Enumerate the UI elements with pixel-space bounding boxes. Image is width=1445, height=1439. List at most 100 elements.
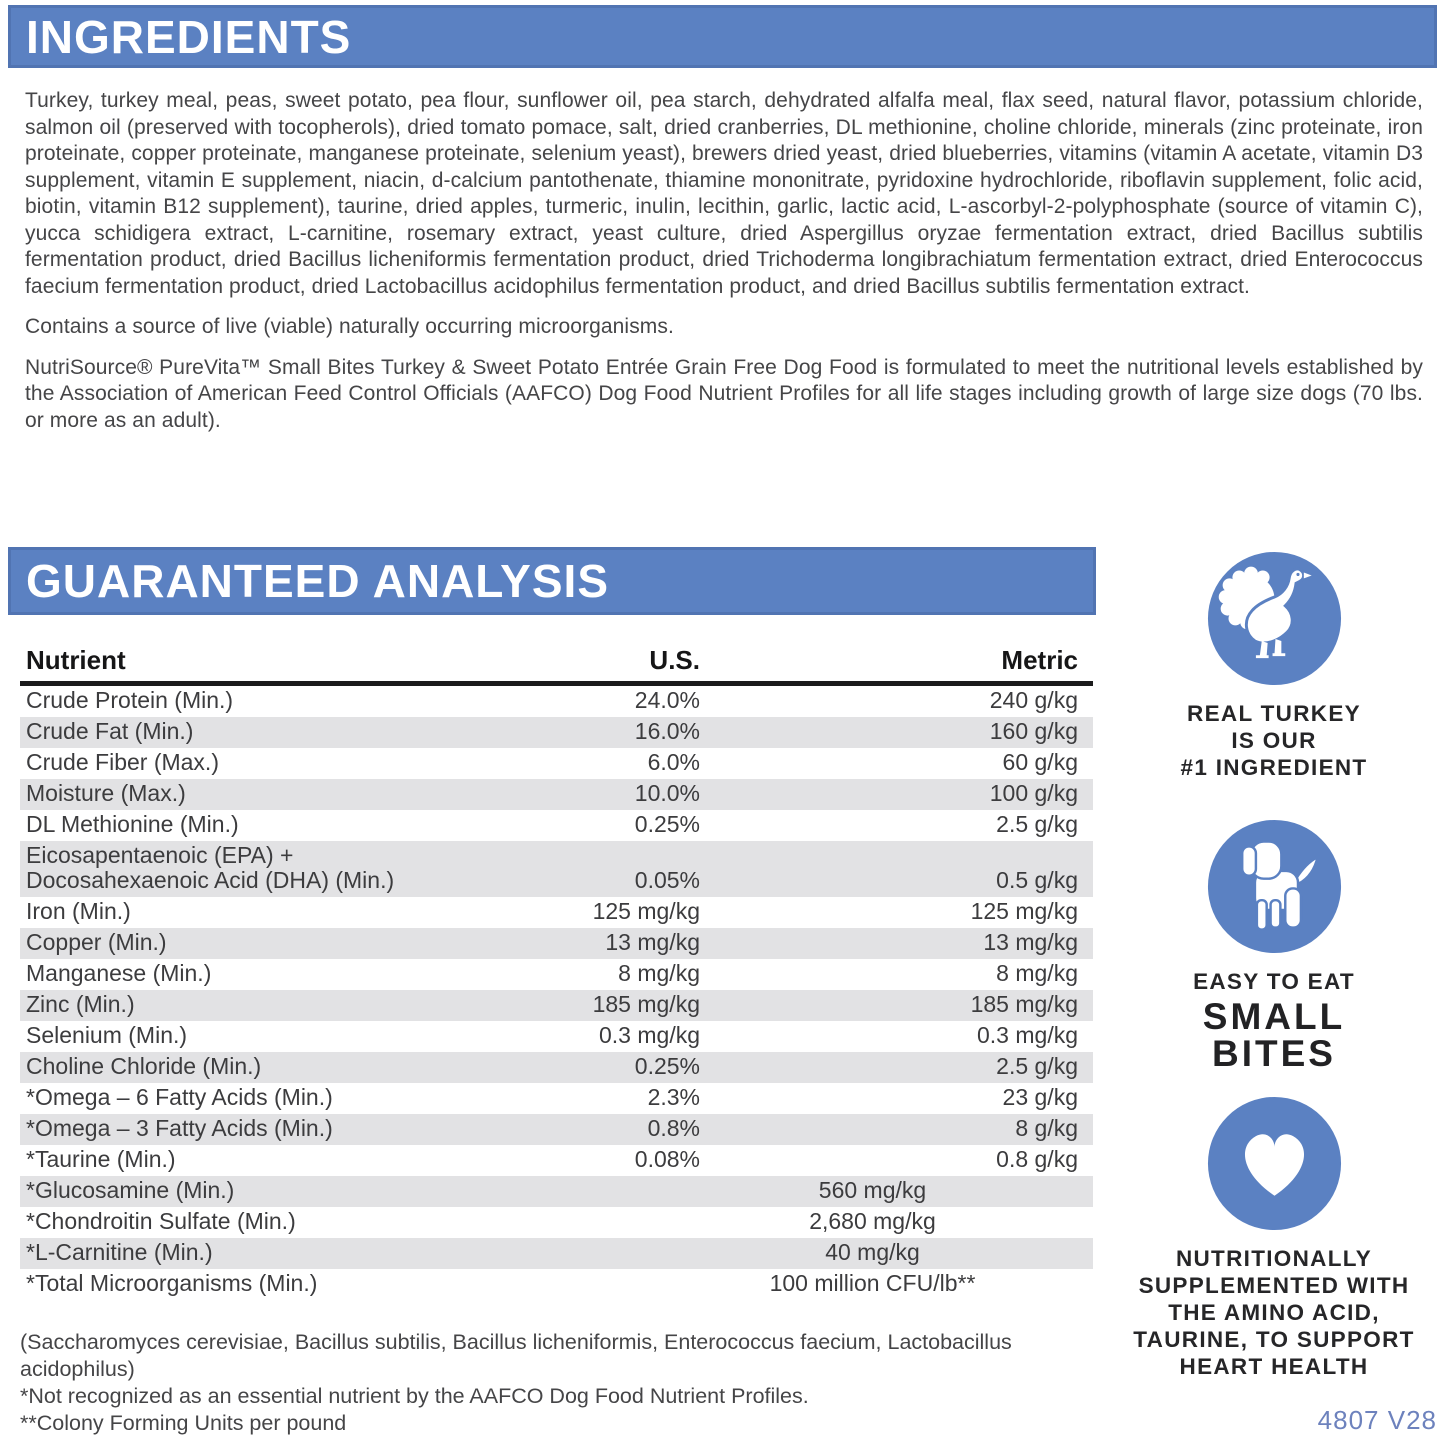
table-row: Crude Protein (Min.) 24.0% 240 g/kg [20,683,1093,717]
heart-icon [1207,1096,1341,1231]
column-header-us: U.S. [565,646,720,686]
table-row: Manganese (Min.) 8 mg/kg 8 mg/kg [20,959,1093,990]
metric-value-cell: 13 mg/kg [983,928,1078,955]
table-row: *L-Carnitine (Min.) 40 mg/kg [20,1237,1093,1269]
combined-value-cell: 2,680 mg/kg [809,1207,936,1234]
nutrient-cell: *L-Carnitine (Min.) [26,1238,213,1265]
ingredients-copy: Turkey, turkey meal, peas, sweet potato,… [25,88,1423,448]
us-value-cell: 0.25% [634,810,700,837]
guaranteed-analysis-section-header: GUARANTEED ANALYSIS [8,547,1096,615]
metric-value-cell: 60 g/kg [1002,748,1078,775]
dog-icon [1207,819,1341,954]
table-row: *Chondroitin Sulfate (Min.) 2,680 mg/kg [20,1207,1093,1238]
us-value-cell: 6.0% [647,748,700,775]
nutrient-cell: Manganese (Min.) [26,959,212,986]
metric-value-cell: 23 g/kg [1002,1083,1078,1110]
nutrient-cell: *Glucosamine (Min.) [26,1176,235,1203]
metric-value-cell: 240 g/kg [989,686,1078,713]
table-row: Selenium (Min.) 0.3 mg/kg 0.3 mg/kg [20,1021,1093,1052]
us-value-cell: 10.0% [634,779,700,806]
table-row: Zinc (Min.) 185 mg/kg 185 mg/kg [20,989,1093,1021]
table-row: Eicosapentaenoic (EPA) + Docosahexaenoic … [20,840,1093,897]
nutrient-cell: Moisture (Max.) [26,779,186,806]
ingredients-body-text: Turkey, turkey meal, peas, sweet potato,… [25,89,1423,298]
us-value-cell: 125 mg/kg [592,897,700,924]
nutrient-cell: Crude Fiber (Max.) [26,748,219,775]
us-value-cell: 8 mg/kg [618,959,700,986]
nutrient-cell: Copper (Min.) [26,928,167,955]
table-row: *Taurine (Min.) 0.08% 0.8 g/kg [20,1145,1093,1176]
analysis-footnotes: (Saccharomyces cerevisiae, Bacillus subt… [20,1329,1095,1437]
badge-caption: EASY TO EAT [1193,969,1355,994]
table-row: Choline Chloride (Min.) 0.25% 2.5 g/kg [20,1051,1093,1083]
table-row: Crude Fat (Min.) 16.0% 160 g/kg [20,716,1093,748]
metric-value-cell: 0.8 g/kg [996,1145,1078,1172]
us-value-cell: 185 mg/kg [592,990,700,1017]
footnote-line: (Saccharomyces cerevisiae, Bacillus subt… [20,1330,1012,1381]
metric-value-cell: 160 g/kg [989,717,1078,744]
metric-value-cell: 100 g/kg [989,779,1078,806]
us-value-cell: 2.3% [647,1083,700,1110]
nutrient-cell: *Total Microorganisms (Min.) [26,1269,318,1296]
us-value-cell: 0.08% [634,1145,700,1172]
nutrient-cell: *Taurine (Min.) [26,1145,176,1172]
table-row: *Omega – 3 Fatty Acids (Min.) 0.8% 8 g/kg [20,1113,1093,1145]
badge-small-bites: EASY TO EAT SMALL BITES [1126,818,1422,1072]
nutrient-cell: *Omega – 3 Fatty Acids (Min.) [26,1114,333,1141]
aafco-statement: NutriSource® PureVita™ Small Bites Turke… [25,355,1423,432]
metric-value-cell: 0.5 g/kg [996,866,1078,893]
nutrient-cell: Iron (Min.) [26,897,131,924]
table-row: Copper (Min.) 13 mg/kg 13 mg/kg [20,927,1093,959]
table-row: Moisture (Max.) 10.0% 100 g/kg [20,778,1093,810]
nutrient-cell: *Chondroitin Sulfate (Min.) [26,1207,296,1234]
table-row: Iron (Min.) 125 mg/kg 125 mg/kg [20,897,1093,928]
combined-value-cell: 100 million CFU/lb** [769,1269,976,1296]
footnote-line: *Not recognized as an essential nutrient… [20,1384,809,1408]
metric-value-cell: 2.5 g/kg [996,1052,1078,1079]
us-value-cell: 13 mg/kg [605,928,700,955]
table-row: *Omega – 6 Fatty Acids (Min.) 2.3% 23 g/kg [20,1083,1093,1114]
table-row: *Total Microorganisms (Min.) 100 million … [20,1269,1093,1300]
contains-note: Contains a source of live (viable) natur… [25,315,674,338]
us-value-cell: 16.0% [634,717,700,744]
table-row: Crude Fiber (Max.) 6.0% 60 g/kg [20,748,1093,779]
nutrient-cell: Crude Protein (Min.) [26,686,234,713]
metric-value-cell: 8 g/kg [1015,1114,1078,1141]
nutrient-cell: Crude Fat (Min.) [26,717,194,744]
guaranteed-analysis-title: GUARANTEED ANALYSIS [26,555,609,607]
badge-caption-large: SMALL BITES [1202,996,1346,1074]
product-code: 4807 V28 [1317,1405,1437,1435]
table-header-row: Nutrient U.S. Metric [20,646,1093,686]
badge-heart-health: NUTRITIONALLY SUPPLEMENTED WITH THE AMINO … [1126,1095,1422,1380]
table-row: DL Methionine (Min.) 0.25% 2.5 g/kg [20,810,1093,841]
nutrient-cell: Zinc (Min.) [26,990,135,1017]
nutrient-cell: *Omega – 6 Fatty Acids (Min.) [26,1083,333,1110]
table-row: *Glucosamine (Min.) 560 mg/kg [20,1175,1093,1207]
guaranteed-analysis-table: Nutrient U.S. Metric Crude Protein (Min.… [20,646,1093,1300]
footnote-line: **Colony Forming Units per pound [20,1411,347,1435]
badge-caption: REAL TURKEY IS OUR #1 INGREDIENT [1180,701,1368,780]
us-value-cell: 24.0% [634,686,700,713]
combined-value-cell: 40 mg/kg [825,1238,920,1265]
badge-real-turkey: REAL TURKEY IS OUR #1 INGREDIENT [1126,550,1422,781]
us-value-cell: 0.8% [647,1114,700,1141]
nutrient-cell: DL Methionine (Min.) [26,810,239,837]
us-value-cell: 0.25% [634,1052,700,1079]
metric-value-cell: 2.5 g/kg [996,810,1078,837]
nutrient-cell: Selenium (Min.) [26,1021,188,1048]
metric-value-cell: 0.3 mg/kg [977,1021,1078,1048]
metric-value-cell: 125 mg/kg [970,897,1078,924]
ingredients-title: INGREDIENTS [26,10,352,63]
column-header-nutrient: Nutrient [20,646,565,686]
column-header-metric: Metric [720,646,1093,686]
metric-value-cell: 8 mg/kg [996,959,1078,986]
turkey-icon [1207,551,1341,686]
ingredients-section-header: INGREDIENTS [8,5,1437,68]
us-value-cell: 0.3 mg/kg [599,1021,700,1048]
nutrient-cell: Eicosapentaenoic (EPA) + Docosahexaenoic … [26,841,395,893]
metric-value-cell: 185 mg/kg [970,990,1078,1017]
combined-value-cell: 560 mg/kg [818,1176,927,1203]
nutrient-cell: Choline Chloride (Min.) [26,1052,262,1079]
us-value-cell: 0.05% [634,866,700,893]
